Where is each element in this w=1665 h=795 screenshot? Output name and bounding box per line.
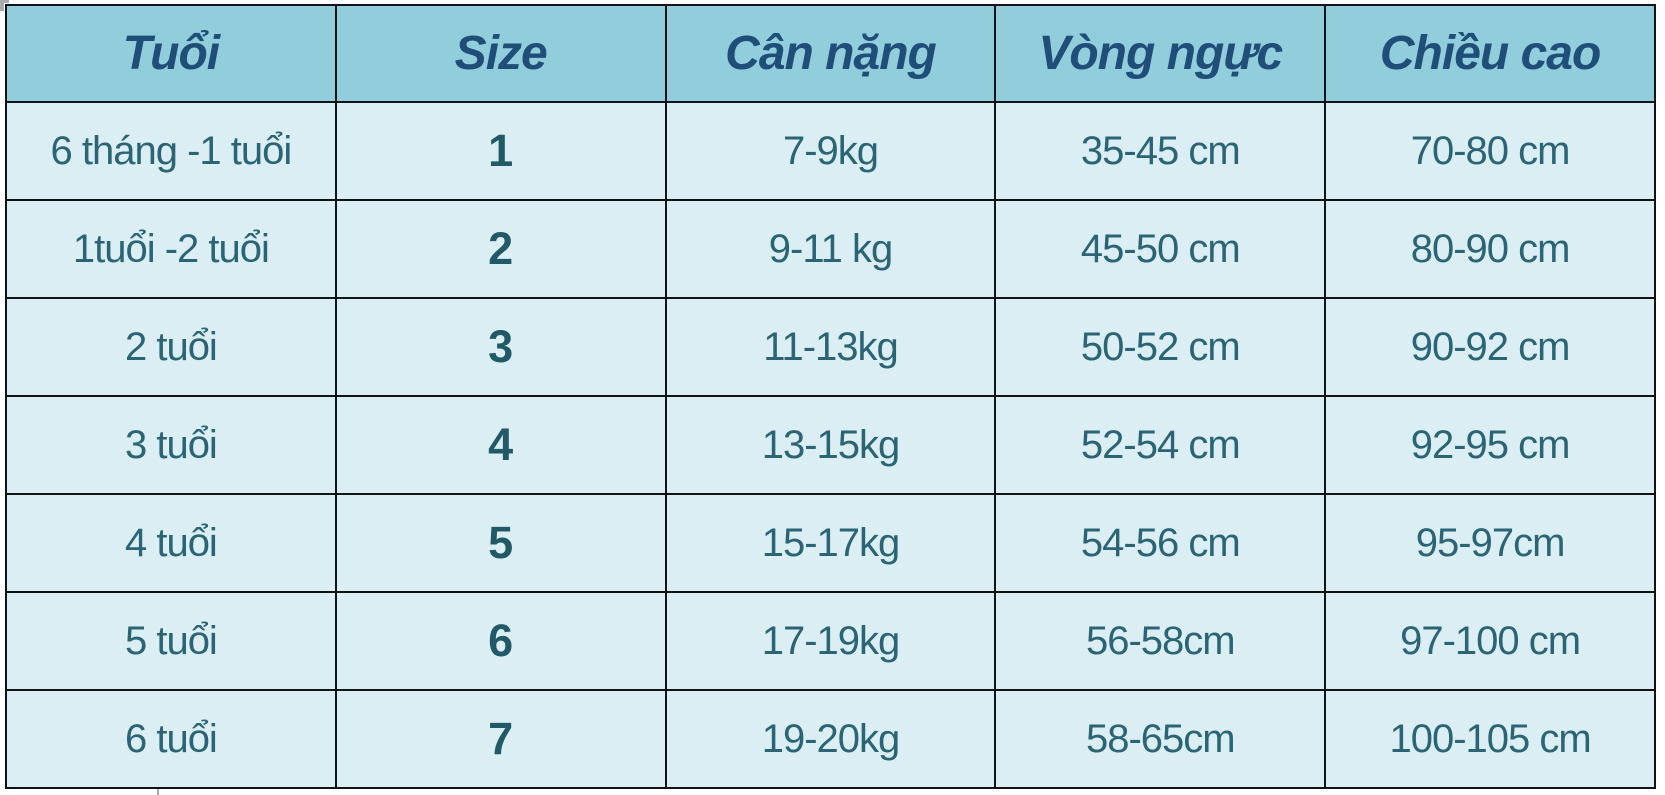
cell-age: 3 tuổi — [5, 395, 337, 495]
cell-age: 4 tuổi — [5, 493, 337, 593]
table-corner-handle-icon — [0, 0, 9, 11]
cell-height: 90-92 cm — [1324, 297, 1656, 397]
column-header-size: Size — [334, 4, 667, 103]
cell-height: 100-105 cm — [1324, 689, 1656, 789]
table-row: 3 tuổi 4 13-15kg 52-54 cm 92-95 cm — [5, 395, 1656, 495]
cell-chest: 35-45 cm — [994, 101, 1327, 201]
cell-age: 1tuổi -2 tuổi — [5, 199, 337, 299]
cell-height: 97-100 cm — [1324, 591, 1656, 691]
cell-size: 7 — [334, 689, 667, 789]
cell-age: 6 tháng -1 tuổi — [5, 101, 337, 201]
cell-age: 2 tuổi — [5, 297, 337, 397]
column-header-chest: Vòng ngực — [994, 4, 1327, 103]
table-row: 2 tuổi 3 11-13kg 50-52 cm 90-92 cm — [5, 297, 1656, 397]
table-row: 4 tuổi 5 15-17kg 54-56 cm 95-97cm — [5, 493, 1656, 593]
cell-chest: 50-52 cm — [994, 297, 1327, 397]
column-header-age: Tuổi — [5, 4, 337, 103]
cell-height: 70-80 cm — [1324, 101, 1656, 201]
cell-weight: 13-15kg — [664, 395, 997, 495]
cell-height: 92-95 cm — [1324, 395, 1656, 495]
size-chart-table: Tuổi Size Cân nặng Vòng ngực Chiều cao 6… — [5, 4, 1656, 789]
cell-height: 80-90 cm — [1324, 199, 1656, 299]
cell-weight: 7-9kg — [664, 101, 997, 201]
cell-weight: 9-11 kg — [664, 199, 997, 299]
cell-weight: 11-13kg — [664, 297, 997, 397]
cell-chest: 58-65cm — [994, 689, 1327, 789]
bottom-tick-icon — [157, 787, 159, 795]
cell-chest: 54-56 cm — [994, 493, 1327, 593]
cell-chest: 52-54 cm — [994, 395, 1327, 495]
header-row: Tuổi Size Cân nặng Vòng ngực Chiều cao — [5, 4, 1656, 103]
table-row: 6 tháng -1 tuổi 1 7-9kg 35-45 cm 70-80 c… — [5, 101, 1656, 201]
cell-size: 5 — [334, 493, 667, 593]
cell-height: 95-97cm — [1324, 493, 1656, 593]
cell-weight: 19-20kg — [664, 689, 997, 789]
cell-size: 3 — [334, 297, 667, 397]
column-header-height: Chiều cao — [1324, 4, 1656, 103]
cell-size: 1 — [334, 101, 667, 201]
cell-weight: 15-17kg — [664, 493, 997, 593]
cell-chest: 56-58cm — [994, 591, 1327, 691]
cell-size: 6 — [334, 591, 667, 691]
cell-size: 2 — [334, 199, 667, 299]
table-row: 5 tuổi 6 17-19kg 56-58cm 97-100 cm — [5, 591, 1656, 691]
cell-age: 6 tuổi — [5, 689, 337, 789]
cell-size: 4 — [334, 395, 667, 495]
cell-age: 5 tuổi — [5, 591, 337, 691]
cell-chest: 45-50 cm — [994, 199, 1327, 299]
table-row: 1tuổi -2 tuổi 2 9-11 kg 45-50 cm 80-90 c… — [5, 199, 1656, 299]
column-header-weight: Cân nặng — [664, 4, 997, 103]
cell-weight: 17-19kg — [664, 591, 997, 691]
table-row: 6 tuổi 7 19-20kg 58-65cm 100-105 cm — [5, 689, 1656, 789]
